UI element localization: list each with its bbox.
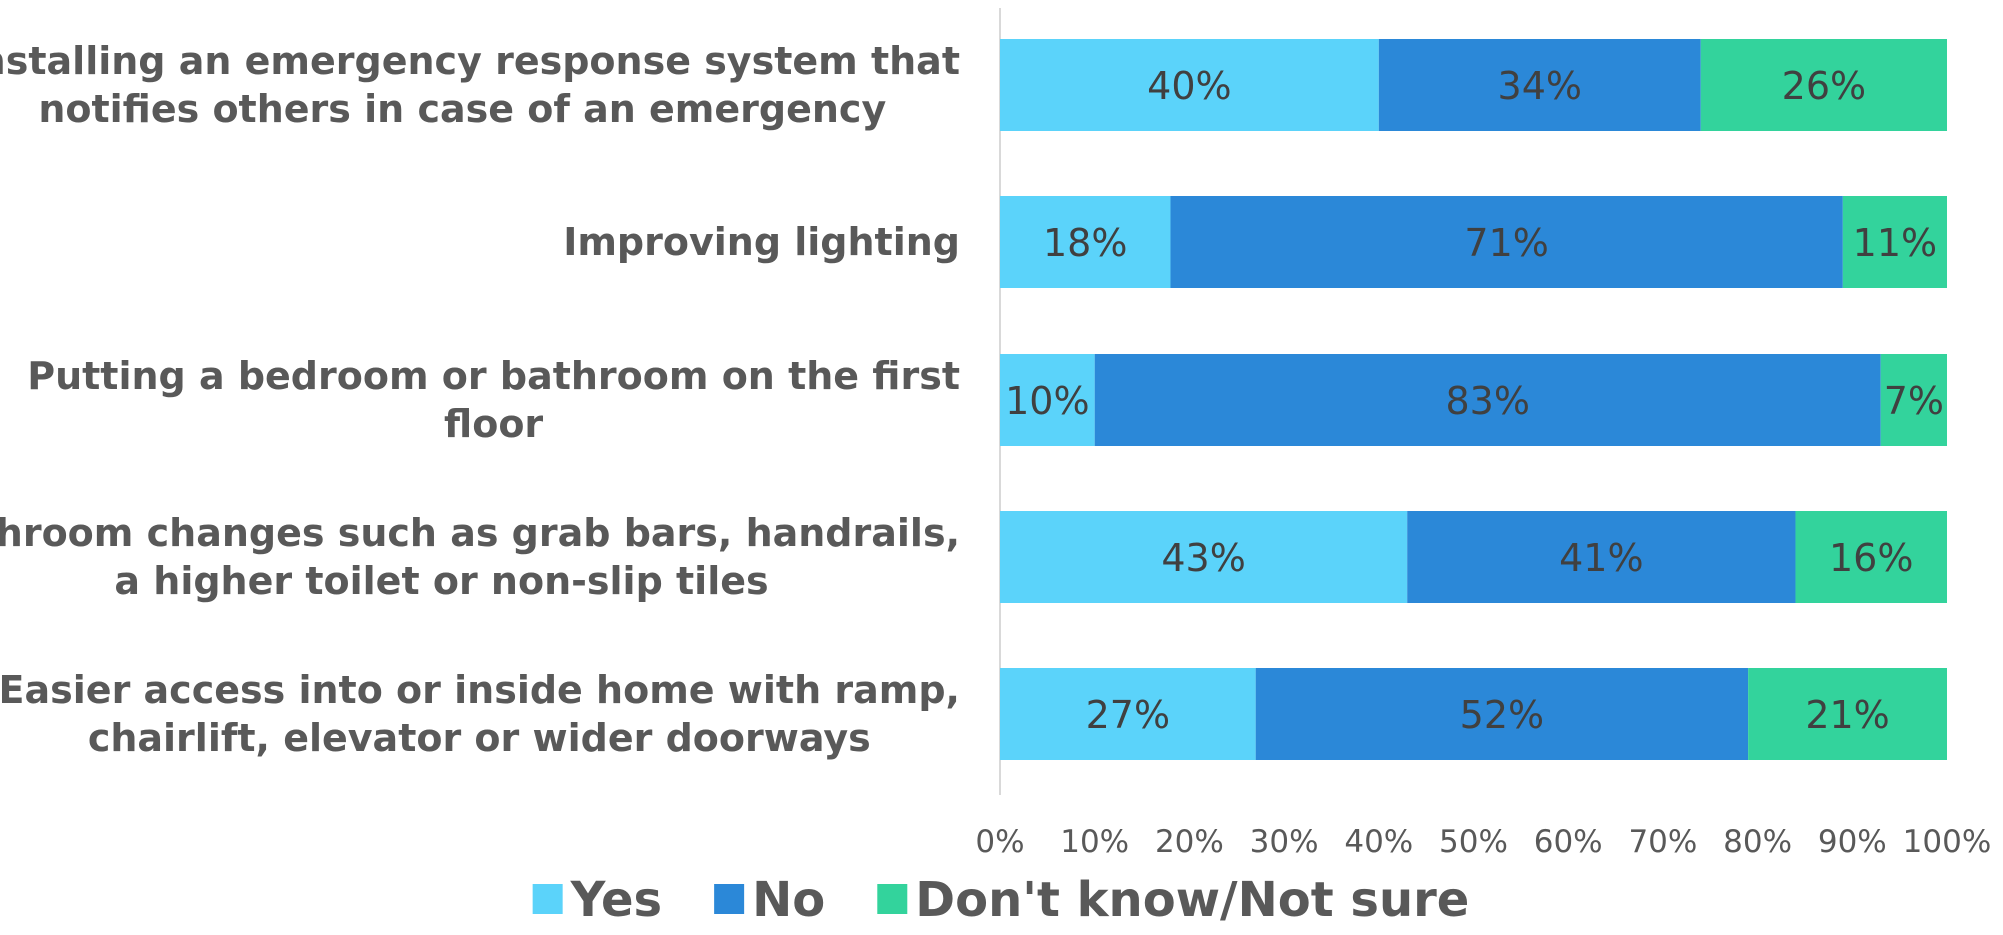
- x-tick-label: 30%: [1250, 824, 1319, 860]
- data-label-don-t-know-not-sure-2: 11%: [1853, 221, 1937, 265]
- bar-don-t-know-not-sure-2: [1842, 196, 1947, 288]
- category-label-3: Putting a bedroom or bathroom on the fir…: [27, 354, 960, 446]
- data-label-don-t-know-not-sure-3: 7%: [1884, 379, 1944, 423]
- bar-yes-1: [1000, 39, 1379, 131]
- data-label-no-2: 71%: [1464, 221, 1548, 265]
- bar-no-1: [1378, 39, 1701, 131]
- category-label-line: Putting a bedroom or bathroom on the fir…: [27, 354, 960, 398]
- category-label-4: Bathroom changes such as grab bars, hand…: [0, 511, 960, 603]
- data-label-yes-2: 18%: [1043, 221, 1127, 265]
- bar-don-t-know-not-sure-3: [1880, 354, 1947, 446]
- bar-no-5: [1255, 668, 1749, 760]
- x-tick-label: 90%: [1818, 824, 1887, 860]
- legend-label-no: No: [752, 872, 825, 928]
- x-tick-label: 20%: [1155, 824, 1224, 860]
- legend-swatch-no: [714, 884, 745, 914]
- data-label-don-t-know-not-sure-4: 16%: [1829, 536, 1913, 580]
- data-label-don-t-know-not-sure-1: 26%: [1782, 64, 1866, 108]
- category-label-line: Improving lighting: [563, 220, 960, 264]
- legend: Yes No Don't know/Not sure: [532, 872, 1469, 928]
- data-label-no-5: 52%: [1460, 693, 1544, 737]
- bar-no-4: [1407, 511, 1796, 603]
- bar-don-t-know-not-sure-1: [1700, 39, 1947, 131]
- legend-swatch-don-t-know-not-sure: [877, 884, 908, 914]
- legend-label-don-t-know-not-sure: Don't know/Not sure: [915, 872, 1469, 928]
- bars-group: 40% 34% 26% 18% 71% 11% 10% 83% 7% 43% 41% 16% 27% 52…: [1000, 39, 1947, 760]
- data-label-no-1: 34%: [1498, 64, 1582, 108]
- bar-yes-5: [1000, 668, 1256, 760]
- bar-yes-3: [1000, 354, 1095, 446]
- category-labels: Installing an emergency response system …: [0, 39, 960, 760]
- category-label-5: Easier access into or inside home with r…: [0, 668, 960, 760]
- x-tick-label: 40%: [1344, 824, 1413, 860]
- data-label-yes-3: 10%: [1005, 379, 1089, 423]
- x-tick-label: 0%: [975, 824, 1024, 860]
- category-label-1: Installing an emergency response system …: [0, 39, 960, 131]
- category-label-line: Easier access into or inside home with r…: [0, 668, 960, 712]
- x-tick-label: 70%: [1628, 824, 1697, 860]
- legend-label-yes: Yes: [570, 872, 662, 928]
- x-tick-label: 60%: [1534, 824, 1603, 860]
- bar-don-t-know-not-sure-4: [1795, 511, 1947, 603]
- data-label-yes-5: 27%: [1086, 693, 1170, 737]
- x-tick-label: 50%: [1439, 824, 1508, 860]
- category-label-line: chairlift, elevator or wider doorways: [88, 716, 871, 760]
- category-label-line: Installing an emergency response system …: [0, 39, 960, 83]
- category-label-line: notifies others in case of an emergency: [38, 87, 886, 131]
- data-label-no-4: 41%: [1559, 536, 1643, 580]
- category-label-line: floor: [444, 402, 543, 446]
- x-tick-label: 10%: [1060, 824, 1129, 860]
- x-axis-ticks: 0% 10% 20% 30% 40% 50% 60% 70% 80% 90% 100%: [975, 824, 1991, 860]
- data-label-yes-4: 43%: [1161, 536, 1245, 580]
- legend-swatch-yes: [532, 884, 563, 914]
- data-label-yes-1: 40%: [1147, 64, 1231, 108]
- x-tick-label: 80%: [1723, 824, 1792, 860]
- bar-don-t-know-not-sure-5: [1748, 668, 1947, 760]
- bar-yes-4: [1000, 511, 1408, 603]
- x-tick-label: 100%: [1903, 824, 1992, 860]
- data-label-no-3: 83%: [1445, 379, 1529, 423]
- data-label-don-t-know-not-sure-5: 21%: [1805, 693, 1889, 737]
- bar-no-2: [1170, 196, 1843, 288]
- category-label-line: Bathroom changes such as grab bars, hand…: [0, 511, 960, 555]
- bar-yes-2: [1000, 196, 1171, 288]
- category-label-line: a higher toilet or non-slip tiles: [114, 559, 768, 603]
- bar-no-3: [1094, 354, 1881, 446]
- category-label-2: Improving lighting: [563, 220, 960, 264]
